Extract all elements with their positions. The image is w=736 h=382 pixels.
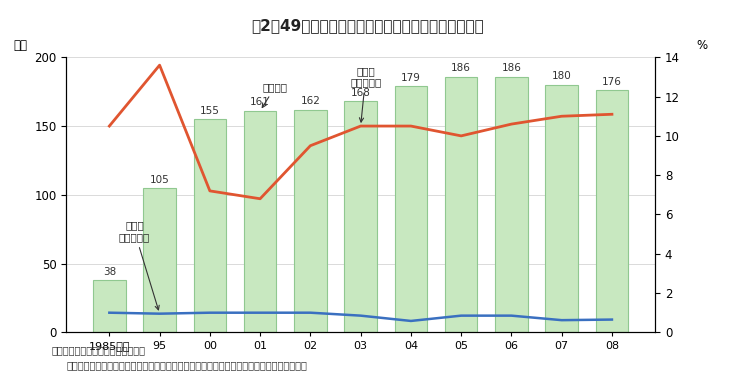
- Text: 図2－49　輸入届出件数と輸入食品等検査率等の推移: 図2－49 輸入届出件数と輸入食品等検査率等の推移: [252, 18, 484, 33]
- Bar: [294, 110, 327, 332]
- Text: 資料：厚生労働省「輸入監視統計」: 資料：厚生労働省「輸入監視統計」: [52, 345, 146, 355]
- Text: 168: 168: [350, 88, 371, 98]
- Bar: [595, 90, 629, 332]
- Bar: [194, 119, 226, 332]
- Text: 186: 186: [451, 63, 471, 73]
- Text: 155: 155: [200, 106, 220, 116]
- Text: 届出件数: 届出件数: [262, 82, 288, 107]
- Text: 161: 161: [250, 97, 270, 107]
- Text: 180: 180: [552, 71, 572, 81]
- Text: 176: 176: [602, 77, 622, 87]
- Bar: [394, 86, 427, 332]
- Text: 検査率
（右目盛）: 検査率 （右目盛）: [350, 66, 381, 122]
- Bar: [144, 188, 176, 332]
- Bar: [244, 111, 277, 332]
- Bar: [445, 76, 478, 332]
- Text: 万件: 万件: [13, 39, 27, 52]
- Bar: [93, 280, 126, 332]
- Bar: [344, 101, 377, 332]
- Bar: [495, 76, 528, 332]
- Text: 38: 38: [103, 267, 116, 277]
- Text: 注：検査率は輸入届出件数に対する検査実施件数。違反率は検査実施件数に対する違反件数: 注：検査率は輸入届出件数に対する検査実施件数。違反率は検査実施件数に対する違反件…: [66, 361, 307, 371]
- Text: 105: 105: [149, 175, 169, 185]
- Text: 162: 162: [300, 96, 320, 106]
- Text: 179: 179: [401, 73, 421, 83]
- Bar: [545, 85, 578, 332]
- Text: 違反率
（右目盛）: 違反率 （右目盛）: [118, 220, 159, 310]
- Text: %: %: [696, 39, 707, 52]
- Text: 186: 186: [501, 63, 521, 73]
